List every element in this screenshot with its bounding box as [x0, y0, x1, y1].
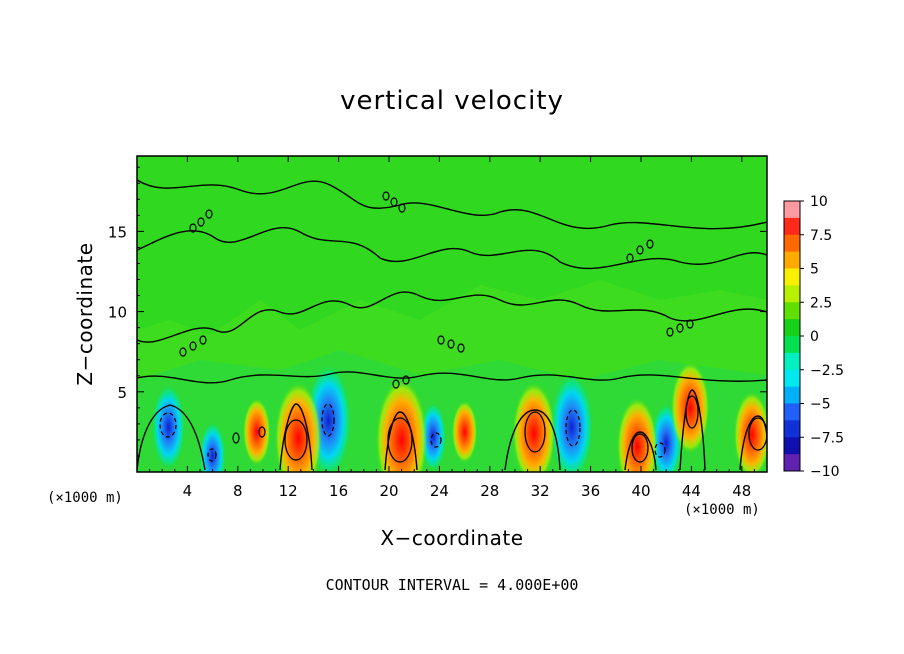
colorbar-swatch — [784, 217, 800, 236]
colorbar-swatch — [784, 437, 800, 455]
colorbar-label: −5 — [810, 397, 831, 413]
x-tick-label: 4 — [183, 482, 193, 500]
x-unit-right: (×1000 m) — [684, 502, 760, 518]
x-axis-label: X−coordinate — [380, 526, 524, 550]
colorbar-label: −10 — [810, 464, 840, 480]
x-axis: 4 8 12 16 20 24 28 32 36 40 44 48 — [149, 156, 755, 500]
colorbar: 10 7.5 5 2.5 0 −2.5 −5 −7.5 −10 — [783, 194, 844, 480]
colorbar-label: −2.5 — [810, 363, 844, 379]
x-tick-label: 36 — [581, 482, 600, 500]
x-tick-label: 32 — [531, 482, 550, 500]
x-unit-left: (×1000 m) — [47, 490, 123, 506]
updraft-cell — [452, 400, 478, 463]
downdraft-cell — [151, 384, 186, 470]
downdraft-cell — [550, 373, 594, 472]
downdraft-cell — [199, 421, 226, 472]
colorbar-swatch — [784, 403, 800, 421]
x-tick-label: 44 — [682, 482, 701, 500]
x-tick-label: 28 — [480, 482, 499, 500]
contour-interval-note: CONTOUR INTERVAL = 4.000E+00 — [325, 576, 579, 594]
updraft-cell — [733, 391, 767, 472]
y-axis-label: Z−coordinate — [73, 242, 97, 385]
x-tick-label: 48 — [732, 482, 751, 500]
chart-title: vertical velocity — [340, 86, 564, 116]
colorbar-swatch — [784, 336, 800, 354]
updraft-cell — [274, 382, 322, 472]
colorbar-swatch — [784, 234, 800, 253]
colorbar-swatch — [784, 302, 800, 320]
colorbar-swatch — [784, 454, 800, 472]
colorbar-swatch — [784, 386, 800, 404]
x-tick-label: 8 — [233, 482, 243, 500]
updraft-cell — [512, 382, 556, 472]
colorbar-swatch — [784, 201, 800, 219]
colorbar-label: −7.5 — [810, 430, 844, 446]
x-tick-label: 12 — [279, 482, 298, 500]
y-tick-label: 5 — [117, 384, 127, 402]
plot-area — [137, 156, 767, 472]
colorbar-label: 2.5 — [810, 295, 832, 311]
colorbar-label: 0 — [810, 329, 819, 345]
y-tick-label: 10 — [108, 304, 127, 322]
x-tick-label: 24 — [430, 482, 449, 500]
colorbar-swatch — [784, 285, 800, 303]
updraft-cell — [243, 398, 271, 466]
colorbar-swatch — [784, 369, 800, 388]
x-tick-label: 40 — [631, 482, 650, 500]
colorbar-label: 10 — [810, 194, 828, 210]
x-tick-label: 20 — [379, 482, 398, 500]
colorbar-label: 7.5 — [810, 228, 832, 244]
updraft-cell — [670, 361, 710, 454]
colorbar-swatch — [784, 319, 800, 337]
colorbar-label: 5 — [810, 262, 819, 278]
colorbar-swatch — [784, 268, 800, 286]
colorbar-swatch — [784, 251, 800, 269]
y-tick-label: 15 — [108, 223, 127, 241]
x-tick-label: 16 — [329, 482, 348, 500]
colorbar-swatch — [784, 352, 800, 371]
colorbar-swatch — [784, 420, 800, 438]
y-axis: 5 10 15 — [108, 166, 767, 457]
